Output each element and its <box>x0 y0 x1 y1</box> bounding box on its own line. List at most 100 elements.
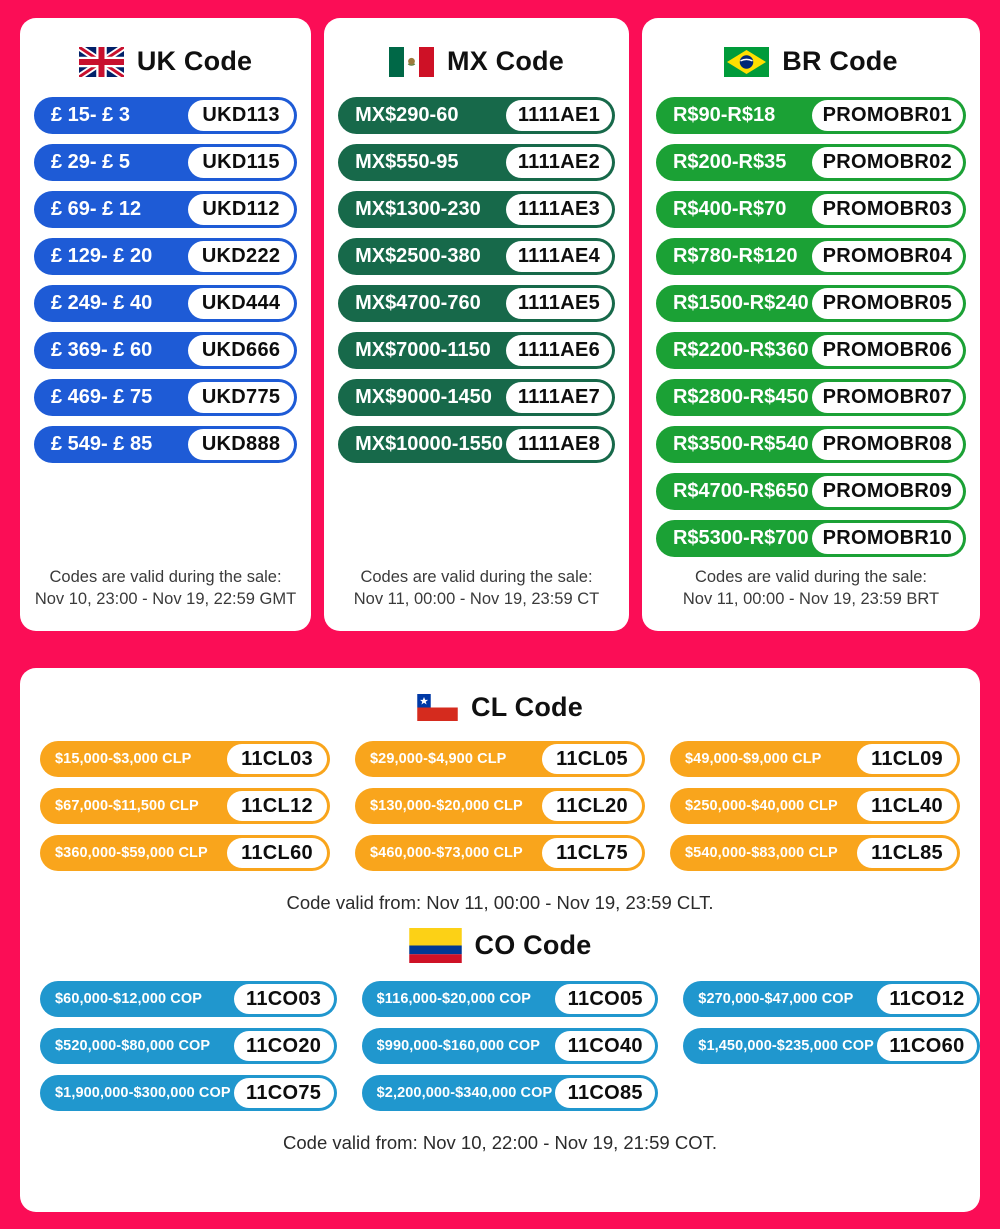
coupon-discount-label: $15,000-$3,000 CLP <box>55 751 192 767</box>
coupon-row: R$5300-R$700 PROMOBR10 <box>655 520 966 557</box>
coupon-discount-label: R$3500-R$540 <box>672 433 809 455</box>
coupon-code-button[interactable]: PROMOBR06 <box>811 335 963 366</box>
coupon-row: R$90-R$18 PROMOBR01 <box>655 97 966 134</box>
coupon-row: R$200-R$35 PROMOBR02 <box>655 144 966 181</box>
coupon-code-button[interactable]: 11CL20 <box>542 791 642 821</box>
coupon-code-button[interactable]: 11CO12 <box>876 984 977 1014</box>
coupon-code-button[interactable]: UKD115 <box>188 147 295 178</box>
coupon-row: R$780-R$120 PROMOBR04 <box>655 238 966 275</box>
coupon-discount-label: £ 15- £ 3 <box>51 104 130 126</box>
cl-section-header: CL Code <box>40 692 960 723</box>
coupon-code-button[interactable]: 11CL40 <box>857 791 957 821</box>
uk-coupon-list: £ 15- £ 3 UKD113 £ 29- £ 5 UKD115 £ 69- … <box>34 97 298 463</box>
coupon-code-button[interactable]: PROMOBR09 <box>811 476 963 507</box>
uk-code-card: UK Code £ 15- £ 3 UKD113 £ 29- £ 5 UKD11… <box>20 18 312 631</box>
coupon-code-button[interactable]: 11CL60 <box>227 838 327 868</box>
coupon-code-button[interactable]: PROMOBR03 <box>811 194 963 225</box>
coupon-code-button[interactable]: 11CO40 <box>555 1031 656 1061</box>
coupon-code-button[interactable]: UKD888 <box>188 429 295 460</box>
coupon-code-button[interactable]: 1111AE6 <box>505 335 612 366</box>
coupon-code-button[interactable]: 1111AE4 <box>505 241 612 272</box>
coupon-row: $1,450,000-$235,000 COP 11CO60 <box>683 1028 980 1064</box>
coupon-row: $1,900,000-$300,000 COP 11CO75 <box>40 1075 337 1111</box>
br-code-card: BR Code R$90-R$18 PROMOBR01 R$200-R$35 P… <box>641 18 980 631</box>
coupon-discount-label: MX$2500-380 <box>355 245 481 267</box>
coupon-code-button[interactable]: PROMOBR10 <box>811 523 963 554</box>
coupon-row: $67,000-$11,500 CLP 11CL12 <box>40 788 330 824</box>
coupon-discount-label: MX$7000-1150 <box>355 339 491 361</box>
coupon-discount-label: $49,000-$9,000 CLP <box>685 751 822 767</box>
coupon-code-button[interactable]: 11CO05 <box>555 984 656 1014</box>
coupon-discount-label: $250,000-$40,000 CLP <box>685 798 838 814</box>
br-card-title: BR Code <box>782 46 898 76</box>
coupon-row: MX$9000-1450 1111AE7 <box>338 379 615 416</box>
coupon-discount-label: R$780-R$120 <box>672 245 798 267</box>
coupon-code-button[interactable]: PROMOBR07 <box>811 382 963 413</box>
coupon-code-button[interactable]: 1111AE1 <box>505 100 612 131</box>
br-coupon-list: R$90-R$18 PROMOBR01 R$200-R$35 PROMOBR02… <box>655 97 966 557</box>
coupon-row: £ 249- £ 40 UKD444 <box>34 285 298 322</box>
coupon-code-button[interactable]: UKD444 <box>188 288 295 319</box>
coupon-row: $250,000-$40,000 CLP 11CL40 <box>670 788 960 824</box>
coupon-row: R$1500-R$240 PROMOBR05 <box>655 285 966 322</box>
coupon-code-button[interactable]: 1111AE8 <box>505 429 612 460</box>
coupon-discount-label: R$400-R$70 <box>672 198 787 220</box>
coupon-row: $520,000-$80,000 COP 11CO20 <box>40 1028 337 1064</box>
coupon-code-button[interactable]: PROMOBR01 <box>811 100 963 131</box>
coupon-code-button[interactable]: PROMOBR02 <box>811 147 963 178</box>
coupon-code-button[interactable]: 1111AE3 <box>505 194 612 225</box>
coupon-row: £ 549- £ 85 UKD888 <box>34 426 298 463</box>
coupon-code-button[interactable]: UKD666 <box>188 335 295 366</box>
coupon-code-button[interactable]: 11CL75 <box>542 838 642 868</box>
coupon-row: R$2200-R$360 PROMOBR06 <box>655 332 966 369</box>
coupon-discount-label: MX$9000-1450 <box>355 386 492 408</box>
cl-section-title: CL Code <box>471 692 583 722</box>
coupon-row: R$3500-R$540 PROMOBR08 <box>655 426 966 463</box>
coupon-discount-label: $1,450,000-$235,000 COP <box>698 1038 874 1054</box>
coupon-discount-label: $540,000-$83,000 CLP <box>685 845 838 861</box>
co-section-title: CO Code <box>474 930 592 960</box>
coupon-code-button[interactable]: 11CL05 <box>542 744 642 774</box>
co-section-header: CO Code <box>40 928 960 963</box>
coupon-row: £ 15- £ 3 UKD113 <box>34 97 298 134</box>
cl-co-code-card: CL Code $15,000-$3,000 CLP 11CL03 $29,00… <box>20 668 980 1212</box>
co-flag-icon <box>408 928 462 963</box>
br-flag-icon <box>724 46 770 77</box>
coupon-row: MX$1300-230 1111AE3 <box>338 191 615 228</box>
coupon-code-button[interactable]: UKD775 <box>188 382 295 413</box>
coupon-code-button[interactable]: PROMOBR04 <box>811 241 963 272</box>
coupon-discount-label: £ 29- £ 5 <box>51 151 130 173</box>
coupon-row: £ 69- £ 12 UKD112 <box>34 191 298 228</box>
coupon-discount-label: $29,000-$4,900 CLP <box>370 751 507 767</box>
mx-card-title: MX Code <box>447 46 564 76</box>
coupon-code-button[interactable]: 11CL85 <box>857 838 957 868</box>
coupon-code-button[interactable]: PROMOBR05 <box>811 288 963 319</box>
coupon-row: R$4700-R$650 PROMOBR09 <box>655 473 966 510</box>
cl-validity-note: Code valid from: Nov 11, 00:00 - Nov 19,… <box>286 892 714 913</box>
coupon-code-button[interactable]: 11CL03 <box>227 744 327 774</box>
coupon-discount-label: $130,000-$20,000 CLP <box>370 798 523 814</box>
coupon-code-button[interactable]: 11CO20 <box>233 1031 334 1061</box>
coupon-code-button[interactable]: 11CO75 <box>233 1078 334 1108</box>
coupon-code-button[interactable]: 11CL12 <box>227 791 327 821</box>
coupon-code-button[interactable]: 1111AE5 <box>505 288 612 319</box>
coupon-row: $540,000-$83,000 CLP 11CL85 <box>670 835 960 871</box>
cl-coupon-grid: $15,000-$3,000 CLP 11CL03 $29,000-$4,900… <box>40 741 960 871</box>
uk-validity-line1: Codes are valid during the sale: <box>49 568 282 587</box>
coupon-code-button[interactable]: 11CO03 <box>233 984 334 1014</box>
coupon-row: MX$2500-380 1111AE4 <box>338 238 615 275</box>
coupon-row: $990,000-$160,000 COP 11CO40 <box>361 1028 659 1064</box>
coupon-code-button[interactable]: UKD112 <box>188 194 295 225</box>
coupon-row: $15,000-$3,000 CLP 11CL03 <box>40 741 330 777</box>
coupon-code-button[interactable]: 11CO85 <box>555 1078 656 1108</box>
coupon-discount-label: R$200-R$35 <box>672 151 787 173</box>
coupon-code-button[interactable]: PROMOBR08 <box>811 429 963 460</box>
coupon-code-button[interactable]: 1111AE2 <box>505 147 612 178</box>
coupon-code-button[interactable]: 11CL09 <box>857 744 957 774</box>
coupon-discount-label: R$2200-R$360 <box>672 339 809 361</box>
coupon-code-button[interactable]: UKD113 <box>188 100 295 131</box>
coupon-code-button[interactable]: 1111AE7 <box>505 382 612 413</box>
coupon-discount-label: £ 549- £ 85 <box>51 433 153 455</box>
coupon-code-button[interactable]: 11CO60 <box>876 1031 977 1061</box>
coupon-code-button[interactable]: UKD222 <box>188 241 295 272</box>
